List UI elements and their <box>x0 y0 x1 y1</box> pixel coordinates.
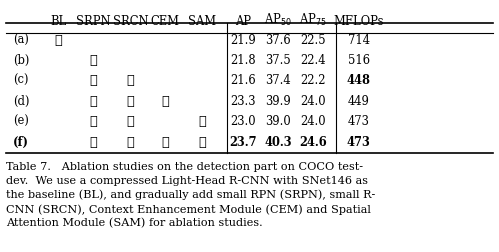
Text: SAM: SAM <box>188 15 217 28</box>
Text: AP$_{75}$: AP$_{75}$ <box>299 12 327 28</box>
Text: AP$_{50}$: AP$_{50}$ <box>264 12 292 28</box>
Text: (a): (a) <box>13 34 29 47</box>
Text: 22.4: 22.4 <box>300 54 326 67</box>
Text: BL: BL <box>50 15 66 28</box>
Text: 21.6: 21.6 <box>230 74 256 87</box>
Text: 21.8: 21.8 <box>230 54 256 67</box>
Text: ✓: ✓ <box>127 95 134 108</box>
Text: (e): (e) <box>13 115 29 128</box>
Text: 23.0: 23.0 <box>230 115 256 128</box>
Text: SRPN: SRPN <box>76 15 110 28</box>
Text: CEM: CEM <box>151 15 180 28</box>
Text: 39.0: 39.0 <box>265 115 291 128</box>
Text: ✓: ✓ <box>89 54 97 67</box>
Text: ✓: ✓ <box>127 74 134 87</box>
Text: 23.7: 23.7 <box>229 136 257 149</box>
Text: 714: 714 <box>348 34 370 47</box>
Text: ✓: ✓ <box>89 136 97 149</box>
Text: 21.9: 21.9 <box>230 34 256 47</box>
Text: 22.2: 22.2 <box>300 74 326 87</box>
Text: AP: AP <box>235 15 251 28</box>
Text: ✓: ✓ <box>89 95 97 108</box>
Text: 22.5: 22.5 <box>300 34 326 47</box>
Text: 37.5: 37.5 <box>265 54 291 67</box>
Text: (c): (c) <box>13 74 29 87</box>
Text: 37.4: 37.4 <box>265 74 291 87</box>
Text: ✓: ✓ <box>54 34 62 47</box>
Text: ✓: ✓ <box>199 115 206 128</box>
Text: ✓: ✓ <box>161 95 169 108</box>
Text: ✓: ✓ <box>89 74 97 87</box>
Text: 39.9: 39.9 <box>265 95 291 108</box>
Text: SRCN: SRCN <box>113 15 148 28</box>
Text: Table 7.   Ablation studies on the detection part on COCO test-
dev.  We use a c: Table 7. Ablation studies on the detecti… <box>6 162 376 229</box>
Text: ✓: ✓ <box>127 115 134 128</box>
Text: 23.3: 23.3 <box>231 95 256 108</box>
Text: 473: 473 <box>347 136 371 149</box>
Text: 24.0: 24.0 <box>300 95 326 108</box>
Text: 24.6: 24.6 <box>299 136 327 149</box>
Text: (b): (b) <box>13 54 29 67</box>
Text: ✓: ✓ <box>161 136 169 149</box>
Text: 473: 473 <box>348 115 370 128</box>
Text: ✓: ✓ <box>89 115 97 128</box>
Text: ✓: ✓ <box>127 136 134 149</box>
Text: 24.0: 24.0 <box>300 115 326 128</box>
Text: (d): (d) <box>13 95 29 108</box>
Text: ✓: ✓ <box>199 136 206 149</box>
Text: 449: 449 <box>348 95 370 108</box>
Text: MFLOPs: MFLOPs <box>333 15 384 28</box>
Text: 40.3: 40.3 <box>264 136 292 149</box>
Text: (f): (f) <box>13 136 29 149</box>
Text: 448: 448 <box>347 74 371 87</box>
Text: 516: 516 <box>348 54 370 67</box>
Text: 37.6: 37.6 <box>265 34 291 47</box>
